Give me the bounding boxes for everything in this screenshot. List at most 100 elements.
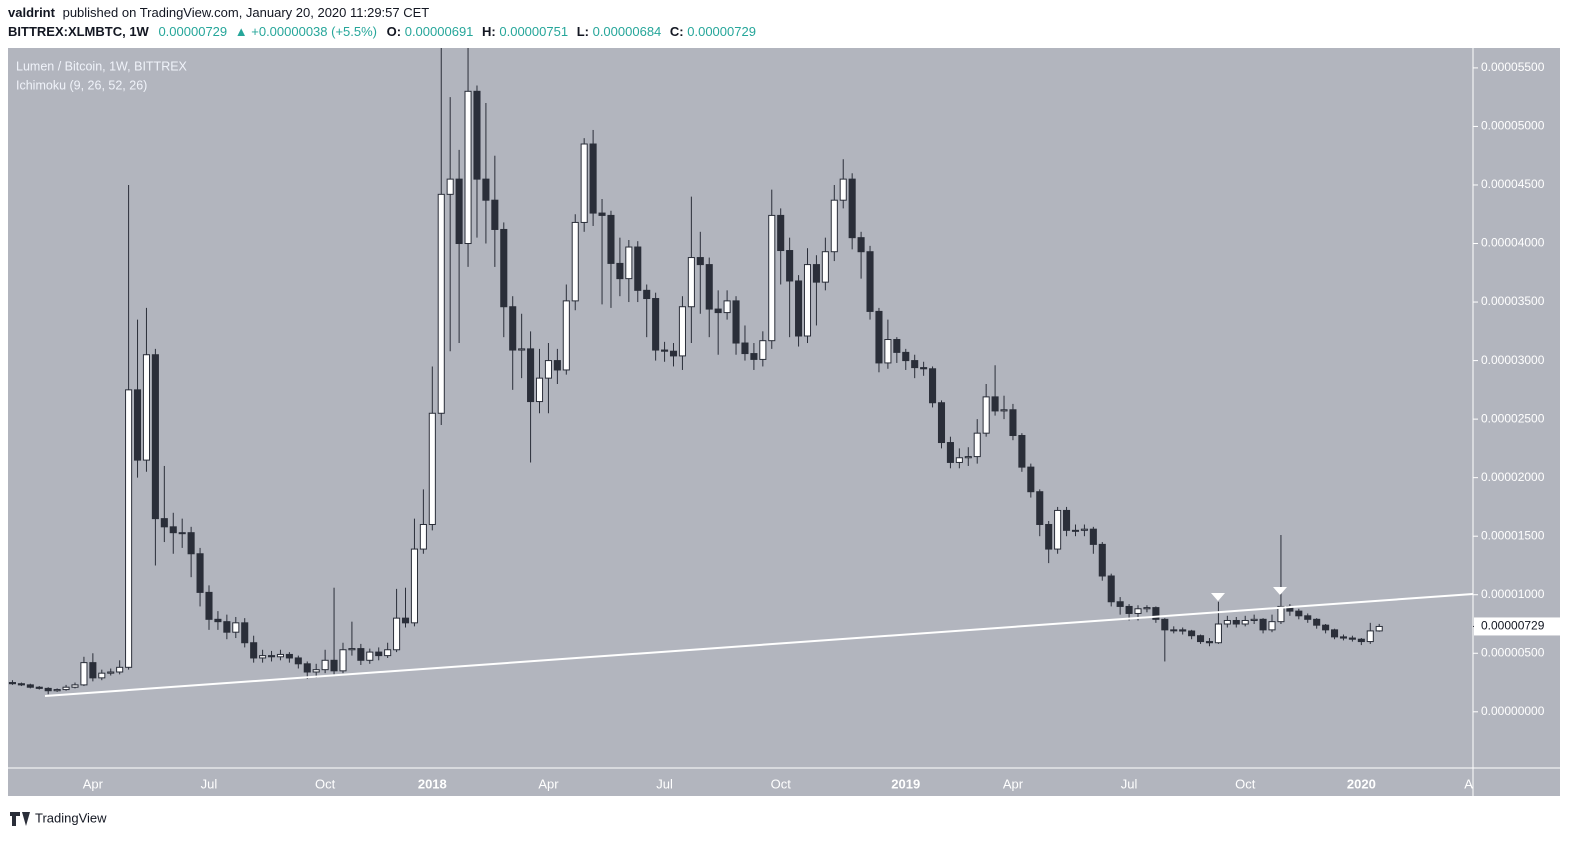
candle-body: [1259, 618, 1267, 631]
y-tick-label: 0.00001500: [1481, 528, 1545, 542]
candle-body: [464, 90, 472, 245]
candle-body: [8, 682, 17, 685]
ohlc-value: 0.00000684: [593, 24, 662, 39]
candle-body: [929, 368, 937, 404]
candle-body: [1205, 641, 1214, 644]
ohlc-value: 0.00000729: [687, 24, 756, 39]
candle-body: [857, 237, 865, 253]
candle-body: [723, 300, 731, 314]
candle-body: [446, 178, 454, 195]
candle-body: [1071, 529, 1080, 532]
trendline: [44, 593, 1474, 697]
candle-body: [777, 214, 785, 252]
candle-body: [250, 642, 258, 659]
candle-body: [1322, 624, 1330, 631]
candle-body: [1009, 409, 1017, 437]
candle-body: [553, 360, 561, 371]
candle-body: [598, 212, 606, 216]
candle-body: [1357, 638, 1365, 643]
candle-body: [410, 548, 418, 624]
candle-body: [1223, 619, 1231, 625]
chart-background: [8, 48, 1560, 796]
candle-body: [518, 348, 526, 351]
candle-body: [750, 353, 758, 360]
candle-body: [1277, 605, 1285, 623]
candle-body: [473, 90, 481, 180]
candle-body: [964, 456, 972, 459]
candle-body: [500, 228, 508, 308]
candle-body: [303, 663, 311, 673]
candle-body: [196, 553, 204, 593]
candle-body: [116, 666, 124, 673]
candle-body: [1375, 625, 1383, 632]
candle-body: [17, 683, 25, 686]
candle-body: [241, 622, 249, 644]
candle-body: [276, 653, 284, 658]
x-tick-label: Oct: [1235, 776, 1256, 791]
candle-body: [187, 532, 195, 555]
candle-body: [652, 298, 660, 351]
x-tick-label: 2019: [891, 776, 920, 791]
candle-body: [169, 526, 177, 534]
candles: [8, 48, 1383, 695]
candle-body: [455, 178, 463, 245]
chart-title: Lumen / Bitcoin, 1W, BITTREX: [16, 59, 188, 73]
candle-body: [1036, 491, 1044, 525]
ohlc-label: H:: [482, 24, 496, 39]
candle-body: [678, 306, 686, 357]
candle-body: [285, 653, 293, 659]
candle-body: [142, 354, 150, 461]
candle-body: [589, 143, 597, 214]
candle-body: [795, 280, 803, 337]
candle-body: [741, 342, 749, 355]
candle-body: [759, 340, 767, 360]
candle-body: [1152, 607, 1160, 620]
candle-body: [330, 659, 338, 672]
candle-body: [294, 657, 302, 665]
x-tick-label: A: [1464, 776, 1473, 791]
candle-body: [634, 246, 642, 291]
candle-body: [902, 351, 910, 362]
candle-body: [107, 671, 115, 674]
candle-body: [696, 257, 704, 266]
ohlc-label: L:: [577, 24, 589, 39]
candle-body: [357, 648, 365, 661]
x-tick-label: Apr: [83, 776, 104, 791]
candle-body: [419, 523, 427, 550]
header-line: valdrint published on TradingView.com, J…: [8, 5, 429, 20]
candle-body: [893, 339, 901, 353]
candle-body: [393, 617, 401, 651]
ohlc-label: C:: [670, 24, 684, 39]
candle-body: [1250, 618, 1258, 621]
candle-body: [1188, 630, 1196, 637]
candle-body: [125, 389, 133, 668]
candle-body: [535, 377, 544, 403]
candle-body: [53, 689, 61, 692]
candle-body: [911, 360, 919, 369]
y-tick-label: 0.00002500: [1481, 411, 1545, 425]
candle-body: [1107, 575, 1115, 603]
candle-body: [437, 193, 445, 414]
candle-body: [1000, 409, 1008, 412]
candle-body: [625, 246, 633, 280]
candle-body: [616, 262, 624, 280]
candle-body: [205, 591, 213, 620]
candle-body: [1080, 528, 1088, 531]
candle-body: [1125, 605, 1133, 614]
ohlc-value: 0.00000751: [499, 24, 568, 39]
x-tick-label: Jul: [201, 776, 218, 791]
candle-body: [580, 143, 588, 223]
y-tick-label: 0.00001000: [1481, 587, 1545, 601]
last-price-box: [1474, 617, 1560, 636]
candle-body: [1268, 621, 1276, 631]
candle-body: [1313, 618, 1321, 626]
x-tick-label: Oct: [315, 776, 336, 791]
candle-body: [839, 178, 847, 201]
candle-body: [768, 214, 776, 342]
quote-line: BITTREX:XLMBTC, 1W 0.00000729 ▲ +0.00000…: [8, 24, 756, 39]
candle-body: [714, 308, 722, 314]
candle-body: [26, 684, 34, 688]
candle-body: [133, 389, 142, 461]
